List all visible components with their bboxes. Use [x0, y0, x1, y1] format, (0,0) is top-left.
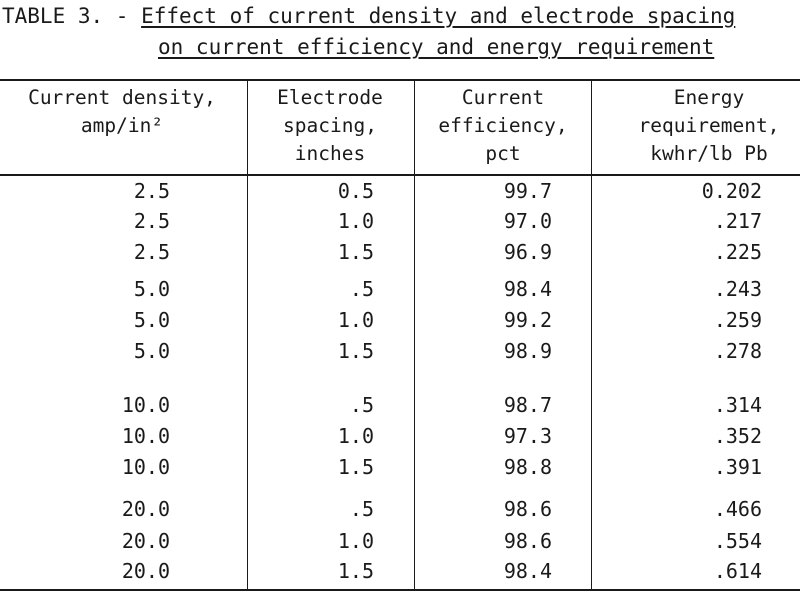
header-current-density-line2: amp/in² [80, 114, 164, 137]
cell-current-density: 5.0 [133, 277, 170, 301]
header-current-density-line1: Current density, [28, 86, 216, 109]
table-title-text-line2: on current efficiency and energy require… [158, 35, 715, 59]
cell-current-efficiency: 98.6 [503, 497, 552, 521]
header-current-efficiency-line2: efficiency, [438, 114, 568, 137]
cell-current-density: 2.5 [133, 209, 170, 233]
cell-energy-requirement: 0.202 [701, 179, 762, 203]
cell-current-efficiency: 98.9 [503, 339, 552, 363]
cell-current-efficiency: 99.7 [503, 179, 552, 203]
table-top-rule [0, 79, 800, 81]
cell-energy-requirement: .352 [713, 424, 762, 448]
cell-electrode-spacing: .5 [349, 393, 374, 417]
cell-current-density: 5.0 [133, 308, 170, 332]
cell-energy-requirement: .554 [713, 529, 762, 553]
table-row: 20.0 .5 98.6 .466 [0, 494, 800, 524]
cell-electrode-spacing: 1.0 [337, 308, 374, 332]
cell-energy-requirement: .614 [713, 559, 762, 583]
cell-current-efficiency: 98.6 [503, 529, 552, 553]
table-row: 20.0 1.5 98.4 .614 [0, 556, 800, 586]
column-divider [247, 80, 248, 590]
cell-energy-requirement: .225 [713, 240, 762, 264]
cell-electrode-spacing: 1.0 [337, 529, 374, 553]
cell-electrode-spacing: 0.5 [337, 179, 374, 203]
table-row: 10.0 1.0 97.3 .352 [0, 421, 800, 451]
table-bottom-rule [0, 589, 800, 591]
cell-current-efficiency: 97.0 [503, 209, 552, 233]
cell-electrode-spacing: 1.5 [337, 559, 374, 583]
header-electrode-spacing-line2: spacing, [283, 114, 377, 137]
header-energy-requirement: Energy requirement, kwhr/lb Pb [618, 84, 800, 168]
cell-current-density: 2.5 [133, 179, 170, 203]
table-header-row: Current density, amp/in² Electrode spaci… [0, 84, 800, 172]
cell-current-density: 20.0 [121, 529, 170, 553]
cell-current-efficiency: 98.4 [503, 559, 552, 583]
cell-electrode-spacing: .5 [349, 497, 374, 521]
cell-electrode-spacing: 1.5 [337, 339, 374, 363]
cell-current-density: 20.0 [121, 497, 170, 521]
header-electrode-spacing: Electrode spacing, inches [248, 84, 412, 168]
header-current-efficiency-line1: Current [461, 86, 545, 109]
header-electrode-spacing-line1: Electrode [277, 86, 383, 109]
table-row: 5.0 .5 98.4 .243 [0, 274, 800, 304]
header-current-efficiency-line3: pct [485, 142, 521, 165]
cell-energy-requirement: .259 [713, 308, 762, 332]
header-energy-requirement-line3: kwhr/lb Pb [650, 142, 768, 165]
table-row: 2.5 1.5 96.9 .225 [0, 237, 800, 267]
cell-current-efficiency: 98.8 [503, 455, 552, 479]
cell-current-density: 2.5 [133, 240, 170, 264]
cell-current-efficiency: 98.7 [503, 393, 552, 417]
table-row: 2.5 1.0 97.0 .217 [0, 206, 800, 236]
cell-current-density: 5.0 [133, 339, 170, 363]
cell-energy-requirement: .243 [713, 277, 762, 301]
cell-current-efficiency: 97.3 [503, 424, 552, 448]
header-energy-requirement-line1: Energy [673, 86, 745, 109]
cell-current-density: 20.0 [121, 559, 170, 583]
cell-current-density: 10.0 [121, 455, 170, 479]
table-row: 2.5 0.5 99.7 0.202 [0, 176, 800, 206]
cell-current-efficiency: 99.2 [503, 308, 552, 332]
column-divider [591, 80, 592, 590]
cell-electrode-spacing: 1.5 [337, 240, 374, 264]
table-title-text-line1: Effect of current density and electrode … [141, 4, 736, 28]
cell-energy-requirement: .278 [713, 339, 762, 363]
cell-energy-requirement: .466 [713, 497, 762, 521]
table-row: 10.0 .5 98.7 .314 [0, 390, 800, 420]
header-energy-requirement-line2: requirement, [638, 114, 780, 137]
cell-electrode-spacing: .5 [349, 277, 374, 301]
table-row: 10.0 1.5 98.8 .391 [0, 452, 800, 482]
cell-electrode-spacing: 1.5 [337, 455, 374, 479]
header-electrode-spacing-line3: inches [294, 142, 366, 165]
cell-current-density: 10.0 [121, 424, 170, 448]
header-current-efficiency: Current efficiency, pct [416, 84, 590, 168]
cell-current-density: 10.0 [121, 393, 170, 417]
cell-energy-requirement: .314 [713, 393, 762, 417]
cell-electrode-spacing: 1.0 [337, 424, 374, 448]
cell-electrode-spacing: 1.0 [337, 209, 374, 233]
header-current-density: Current density, amp/in² [0, 84, 244, 140]
cell-energy-requirement: .391 [713, 455, 762, 479]
cell-energy-requirement: .217 [713, 209, 762, 233]
cell-current-efficiency: 96.9 [503, 240, 552, 264]
cell-current-efficiency: 98.4 [503, 277, 552, 301]
table-row: 5.0 1.5 98.9 .278 [0, 336, 800, 366]
table-title-line2: on current efficiency and energy require… [158, 33, 714, 61]
table-title-line1: TABLE 3. - Effect of current density and… [2, 2, 735, 30]
table-title-prefix: TABLE 3. - [2, 4, 142, 28]
table-row: 5.0 1.0 99.2 .259 [0, 305, 800, 335]
table-row: 20.0 1.0 98.6 .554 [0, 526, 800, 556]
column-divider [414, 80, 415, 590]
table-header-rule [0, 174, 800, 176]
